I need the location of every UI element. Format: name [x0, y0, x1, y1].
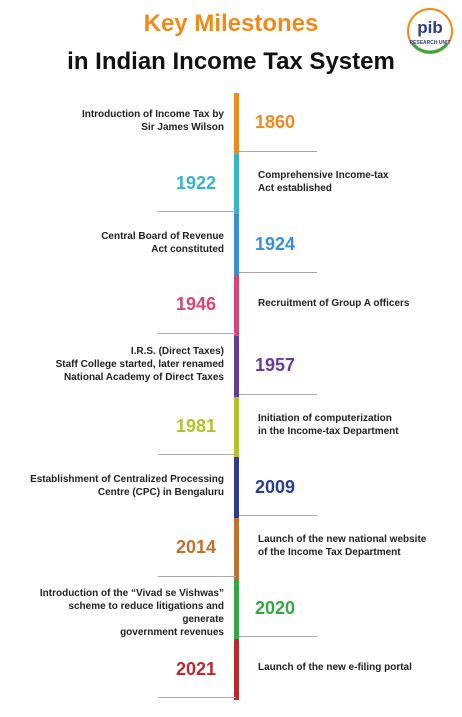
description: Initiation of computerization in the Inco…: [258, 412, 458, 438]
year: 1860: [254, 112, 296, 133]
logo-subtext: RESEARCH UNIT: [409, 40, 450, 46]
divider: [158, 211, 236, 213]
description-line: Launch of the new e-filing portal: [258, 662, 412, 674]
divider: [158, 332, 236, 334]
description-line: Establishment of Centralized Processing: [30, 473, 224, 485]
description-line: Staff College started, later renamed: [55, 358, 224, 370]
timeline-segment: [234, 396, 239, 458]
timeline-segment: [234, 214, 239, 276]
description-line: National Academy of Direct Taxes: [63, 371, 224, 383]
year: 2014: [175, 537, 217, 558]
timeline-segment: [234, 275, 239, 337]
description-line: Launch of the new national website: [258, 534, 427, 546]
year: 2021: [175, 658, 217, 679]
description-line: Initiation of computerization: [258, 412, 392, 424]
description-line: government revenues: [120, 627, 224, 639]
year: 1981: [175, 415, 217, 436]
description: Introduction of the “Vivad se Vishwas” sc…: [24, 587, 224, 639]
description: Introduction of Income Tax by Sir James W…: [24, 108, 224, 134]
year: 2009: [254, 476, 296, 497]
description-line: scheme to reduce litigations and generat…: [68, 601, 224, 626]
timeline-segment: [234, 335, 239, 397]
description-line: of the Income Tax Department: [258, 547, 401, 559]
timeline-segment: [234, 93, 239, 155]
description: Central Board of Revenue Act constituted: [24, 230, 224, 256]
divider: [158, 575, 236, 577]
description-line: Comprehensive Income-tax: [258, 170, 389, 182]
timeline-segment: [234, 153, 239, 215]
description: Establishment of Centralized Processing C…: [24, 473, 224, 499]
divider: [239, 636, 317, 638]
title: Key Milestones: [143, 10, 319, 37]
timeline-segment: [234, 517, 239, 580]
description-line: in the Income-tax Department: [258, 425, 399, 437]
year: 1957: [254, 355, 296, 376]
divider: [239, 150, 317, 152]
description: Launch of the new national website of the…: [258, 533, 458, 559]
description-line: Sir James Wilson: [141, 122, 224, 134]
description-line: Centre (CPC) in Bengaluru: [97, 486, 224, 498]
divider: [239, 393, 317, 395]
divider: [239, 272, 317, 274]
description-line: I.R.S. (Direct Taxes): [130, 345, 224, 357]
logo: pib RESEARCH UNIT: [407, 8, 453, 54]
logo-text: pib: [417, 18, 443, 37]
year: 1946: [175, 294, 217, 315]
divider: [158, 454, 236, 456]
description: Recruitment of Group A officers: [258, 297, 458, 310]
description-line: Introduction of the “Vivad se Vishwas”: [39, 588, 224, 600]
timeline-segment: [234, 639, 239, 701]
description: I.R.S. (Direct Taxes) Staff College start…: [24, 345, 224, 384]
year: 1922: [175, 173, 217, 194]
year: 2020: [254, 597, 296, 618]
description: Launch of the new e-filing portal: [258, 661, 458, 674]
description-line: Introduction of Income Tax by: [81, 109, 224, 121]
divider: [158, 697, 236, 698]
timeline-segment: [234, 578, 239, 640]
description-line: Act established: [258, 183, 332, 195]
description-line: Central Board of Revenue: [101, 230, 224, 242]
timeline-segment: [234, 457, 239, 519]
description: Comprehensive Income-tax Act established: [258, 169, 458, 195]
logo-arc: [411, 42, 449, 54]
divider: [239, 514, 317, 516]
description-line: Act constituted: [151, 243, 224, 255]
title: in Indian Income Tax System: [67, 48, 395, 75]
description-line: Recruitment of Group A officers: [258, 297, 410, 309]
year: 1924: [254, 233, 296, 254]
